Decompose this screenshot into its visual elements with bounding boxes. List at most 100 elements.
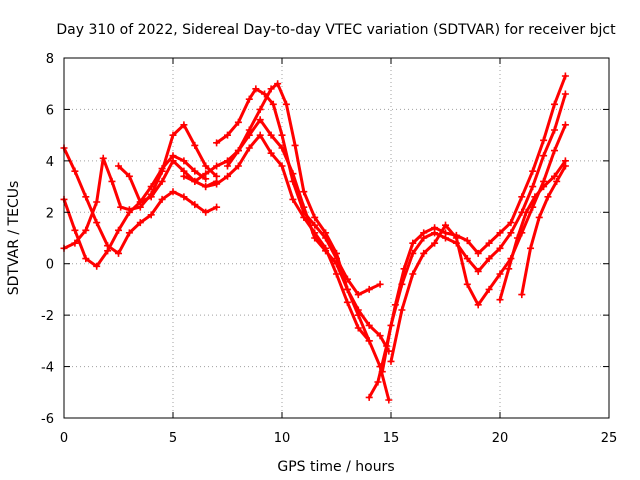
data-point [527, 244, 535, 252]
series-1 [60, 144, 221, 257]
data-point [252, 85, 260, 93]
data-point [278, 162, 286, 170]
data-point [125, 229, 133, 237]
data-point [256, 105, 264, 113]
data-point [300, 188, 308, 196]
data-point [561, 90, 569, 98]
data-point [463, 280, 471, 288]
data-point [115, 226, 122, 234]
data-point [398, 280, 406, 288]
data-point [385, 396, 393, 404]
data-point [376, 280, 384, 288]
data-point [540, 136, 548, 144]
data-point [245, 144, 253, 152]
data-point [518, 291, 526, 299]
y-tick-label: -2 [41, 309, 54, 324]
data-point [191, 141, 199, 149]
data-point [535, 213, 543, 221]
data-point [191, 167, 199, 175]
data-point [496, 229, 504, 237]
data-point [180, 193, 188, 201]
data-point [180, 121, 188, 129]
data-point [551, 126, 558, 134]
series-4 [115, 157, 221, 206]
data-point [420, 234, 428, 242]
data-point [289, 170, 297, 178]
data-point [311, 213, 319, 221]
data-point [202, 162, 210, 170]
data-point [333, 260, 340, 268]
data-point [256, 131, 264, 139]
data-point [409, 239, 417, 247]
data-point [409, 270, 417, 278]
data-point [278, 144, 286, 152]
series-line [520, 164, 567, 297]
data-point [540, 152, 548, 160]
data-point [202, 208, 210, 216]
data-point [104, 247, 112, 255]
series-3 [60, 121, 221, 252]
series-line [389, 123, 567, 363]
data-point [420, 249, 428, 257]
data-point [354, 324, 362, 332]
data-point [551, 172, 558, 180]
data-point [544, 193, 552, 201]
series-8 [202, 131, 373, 345]
data-point [234, 118, 242, 126]
data-point [147, 193, 155, 201]
data-point [274, 80, 282, 88]
axis-ticks: 0 5 10 15 20 25 -6 -4 -2 0 2 4 6 8 [41, 52, 617, 446]
data-point [343, 298, 351, 306]
y-tick-label: 8 [46, 52, 54, 67]
data-point [169, 188, 177, 196]
data-point [496, 270, 504, 278]
data-point [93, 219, 101, 227]
series-13 [518, 162, 569, 299]
data-point [561, 121, 569, 129]
x-axis-label: GPS time / hours [277, 459, 394, 475]
data-point [224, 131, 231, 139]
data-point [529, 183, 537, 191]
data-point [365, 337, 373, 345]
data-point [158, 195, 166, 203]
data-point [82, 226, 90, 234]
y-tick-label: -4 [41, 361, 54, 376]
data-point [311, 221, 319, 229]
data-point [551, 147, 558, 155]
data-point [409, 249, 417, 257]
y-axis-label: SDTVAR / TECUs [6, 181, 22, 296]
data-point [311, 229, 319, 237]
data-point [333, 270, 340, 278]
data-point [354, 291, 362, 299]
data-point [431, 239, 439, 247]
data-point [496, 296, 504, 304]
data-point [300, 203, 308, 211]
data-point [431, 229, 439, 237]
data-point [374, 378, 382, 386]
data-point [343, 285, 351, 293]
y-tick-label: 0 [46, 258, 54, 273]
series-line [498, 159, 567, 302]
data-point [180, 172, 188, 180]
data-point [561, 72, 569, 80]
data-point [485, 239, 493, 247]
data-point [289, 195, 297, 203]
data-point [496, 244, 504, 252]
data-point [529, 167, 537, 175]
data-point [136, 198, 144, 206]
data-point [333, 249, 340, 257]
data-point [158, 177, 166, 185]
data-point [365, 285, 373, 293]
data-point [245, 131, 253, 139]
x-tick-label: 15 [383, 431, 400, 446]
data-point [256, 116, 264, 124]
y-tick-label: 4 [46, 155, 54, 170]
data-point [224, 172, 231, 180]
data-point [376, 332, 384, 340]
data-point [387, 357, 395, 365]
y-tick-label: -6 [41, 412, 54, 427]
x-tick-label: 25 [601, 431, 618, 446]
data-point [191, 201, 199, 209]
data-point [452, 234, 460, 242]
